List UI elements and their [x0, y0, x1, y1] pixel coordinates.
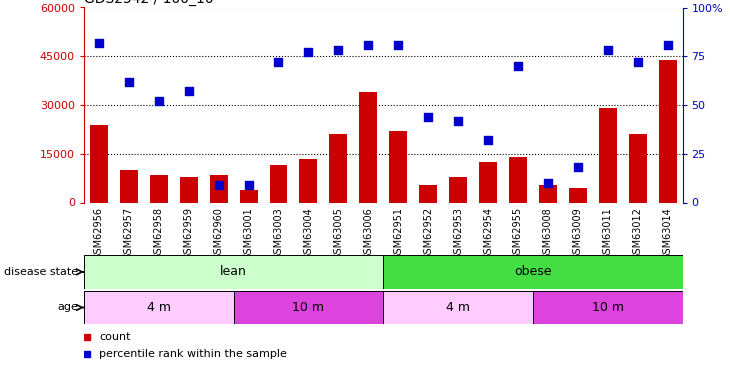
Text: GSM63001: GSM63001	[244, 207, 253, 260]
Text: 4 m: 4 m	[446, 301, 470, 314]
Point	[512, 63, 524, 69]
Bar	[449, 177, 467, 203]
Text: GSM62956: GSM62956	[94, 207, 104, 260]
Bar	[150, 175, 168, 202]
Point	[422, 114, 434, 120]
Point	[602, 47, 613, 53]
Bar	[329, 134, 347, 202]
Point	[572, 164, 584, 170]
Bar	[359, 92, 377, 202]
Text: obese: obese	[514, 266, 552, 278]
Point	[242, 182, 255, 188]
Point	[303, 50, 315, 55]
Text: 10 m: 10 m	[293, 301, 324, 314]
Text: disease state: disease state	[4, 267, 78, 277]
Text: GSM62959: GSM62959	[184, 207, 193, 260]
Bar	[569, 188, 587, 202]
Bar	[383, 291, 533, 324]
Text: GSM62954: GSM62954	[483, 207, 493, 260]
Bar	[539, 184, 557, 202]
Text: GSM63006: GSM63006	[364, 207, 373, 260]
Text: GSM63004: GSM63004	[304, 207, 313, 260]
Text: GSM63011: GSM63011	[603, 207, 612, 260]
Text: GSM62953: GSM62953	[453, 207, 463, 260]
Bar	[90, 124, 108, 202]
Bar	[533, 291, 683, 324]
Text: 4 m: 4 m	[147, 301, 171, 314]
Point	[363, 42, 374, 48]
Point	[213, 182, 225, 188]
Point	[662, 42, 674, 48]
Bar	[84, 291, 234, 324]
Text: GSM62955: GSM62955	[513, 207, 523, 260]
Text: GSM63009: GSM63009	[573, 207, 583, 260]
Text: GSM63003: GSM63003	[274, 207, 283, 260]
Point	[93, 40, 105, 46]
Text: lean: lean	[220, 266, 247, 278]
Point	[631, 59, 644, 65]
Text: GSM62958: GSM62958	[154, 207, 164, 260]
Text: GSM62960: GSM62960	[214, 207, 223, 260]
Bar	[120, 170, 138, 202]
Bar	[84, 255, 383, 289]
Bar	[383, 255, 683, 289]
Point	[542, 180, 554, 186]
Point	[153, 98, 165, 104]
Bar	[239, 189, 258, 202]
Bar	[234, 291, 383, 324]
Bar	[180, 177, 198, 203]
Bar	[419, 184, 437, 202]
Text: percentile rank within the sample: percentile rank within the sample	[99, 349, 287, 358]
Bar	[389, 131, 407, 203]
Point	[273, 59, 285, 65]
Text: age: age	[57, 303, 78, 312]
Text: GDS2542 / 100_10: GDS2542 / 100_10	[84, 0, 214, 6]
Text: 10 m: 10 m	[592, 301, 623, 314]
Point	[123, 79, 134, 85]
Bar	[210, 175, 228, 202]
Text: GSM63008: GSM63008	[543, 207, 553, 260]
Bar	[269, 165, 288, 202]
Point	[453, 118, 464, 124]
Bar	[299, 159, 318, 203]
Text: GSM63014: GSM63014	[663, 207, 672, 260]
Bar	[658, 60, 677, 202]
Text: GSM62952: GSM62952	[423, 207, 433, 260]
Point	[182, 88, 194, 94]
Text: GSM63005: GSM63005	[334, 207, 343, 260]
Bar	[479, 162, 497, 202]
Point	[483, 137, 494, 143]
Point	[333, 47, 345, 53]
Bar	[599, 108, 617, 202]
Text: GSM63012: GSM63012	[633, 207, 642, 260]
Bar	[629, 134, 647, 202]
Text: GSM62957: GSM62957	[124, 207, 134, 260]
Bar	[509, 157, 527, 203]
Point	[393, 42, 404, 48]
Text: count: count	[99, 332, 131, 342]
Text: GSM62951: GSM62951	[393, 207, 403, 260]
